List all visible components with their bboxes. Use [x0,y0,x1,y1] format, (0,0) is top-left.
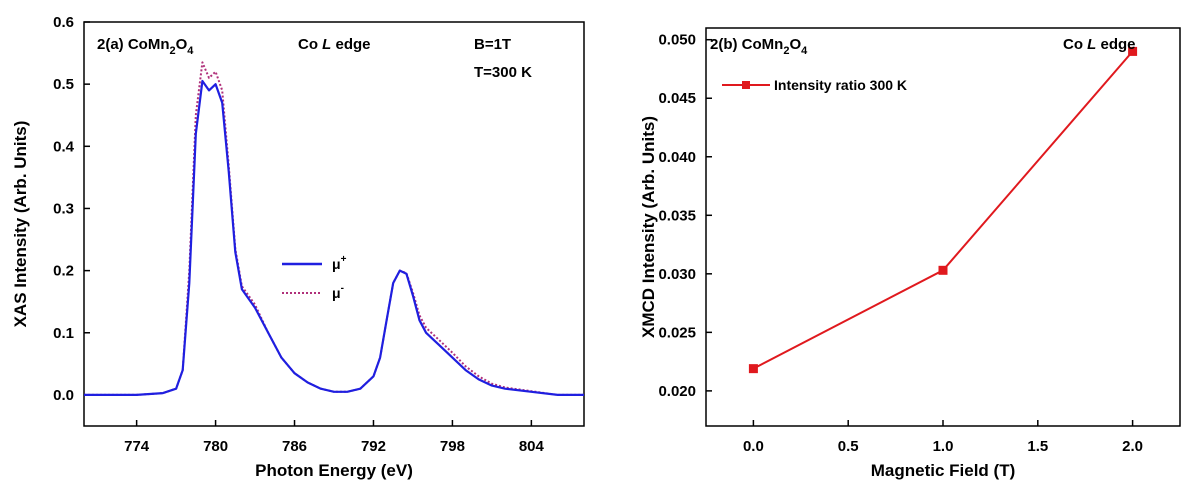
panel-b-edge-label: Co L edge [1063,36,1136,53]
panel-a-field-label: B=1T [474,36,511,53]
series-intensity-line [752,50,1134,370]
x-tick-label: 0.0 [743,438,764,455]
panel-a-edge-label: Co L edge [298,36,371,53]
panel-a-x-ticks: 774 780 786 792 798 804 [124,420,545,455]
series-mu-minus-line [84,61,584,396]
panel-b-x-ticks: 0.0 0.5 1.0 1.5 2.0 [743,420,1143,455]
panel-b-y-ticks: 0.020 0.025 0.030 0.035 0.040 0.045 0.050 [658,32,712,400]
x-tick-label: 792 [361,438,386,455]
x-tick-label: 1.0 [933,438,954,455]
y-tick-label: 0.035 [658,207,696,224]
y-tick-label: 0.3 [53,200,74,217]
y-tick-label: 0.1 [53,325,74,342]
y-tick-label: 0.5 [53,76,74,93]
x-tick-label: 774 [124,438,150,455]
data-point-marker [938,265,948,275]
y-tick-label: 0.0 [53,387,74,404]
panel-b-label: 2(b) CoMn2O4 [710,36,808,57]
y-tick-label: 0.6 [53,14,74,31]
legend-mu-minus-label: μ- [332,283,344,301]
panel-b-legend: Intensity ratio 300 K [722,77,907,93]
y-tick-label: 0.020 [658,383,696,400]
x-tick-label: 798 [440,438,465,455]
y-tick-label: 0.045 [658,90,696,107]
data-point-marker [1128,46,1138,56]
panel-b: 0.0 0.5 1.0 1.5 2.0 0.020 0.025 0.030 0.035 0.04… [639,27,1181,480]
panel-a-legend: μ+ μ- [282,254,347,301]
panel-a-y-axis-title: XAS Intensity (Arb. Units) [11,121,30,328]
x-tick-label: 2.0 [1122,438,1143,455]
x-tick-label: 804 [519,438,545,455]
panel-b-y-axis-title: XMCD Intensity (Arb. Units) [639,116,658,338]
legend-mu-plus-label: μ+ [332,254,347,272]
x-tick-label: 780 [203,438,228,455]
y-tick-label: 0.030 [658,266,696,283]
panel-a-x-axis-title: Photon Energy (eV) [255,461,413,480]
panel-a-plot-frame [83,21,585,427]
legend-intensity-label: Intensity ratio 300 K [774,77,907,93]
panel-b-x-axis-title: Magnetic Field (T) [871,461,1016,480]
y-tick-label: 0.2 [53,263,74,280]
legend-intensity-marker [742,81,750,89]
panel-a-y-ticks: 0.0 0.1 0.2 0.3 0.4 0.5 0.6 [53,14,90,404]
data-point-marker [748,364,758,374]
x-tick-label: 786 [282,438,307,455]
x-tick-label: 0.5 [838,438,859,455]
series-mu-plus-line [84,79,584,396]
x-tick-label: 1.5 [1027,438,1048,455]
panel-a-label: 2(a) CoMn2O4 [97,36,194,57]
panel-a-series [84,61,584,396]
y-tick-label: 0.050 [658,32,696,49]
y-tick-label: 0.025 [658,324,696,341]
panel-a-temp-label: T=300 K [474,64,532,81]
panel-a: 774 780 786 792 798 804 0.0 0.1 0.2 0.3 0.4 0.5 0.6… [11,14,585,480]
panel-b-series [748,46,1138,374]
y-tick-label: 0.4 [53,138,75,155]
y-tick-label: 0.040 [658,149,696,166]
